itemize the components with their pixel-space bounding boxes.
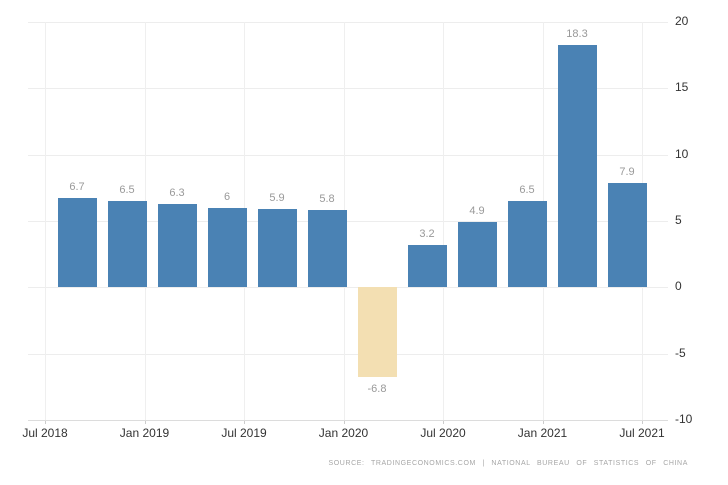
x-axis-label: Jan 2020 <box>318 426 369 440</box>
y-axis-label: 0 <box>675 279 682 294</box>
bar[interactable] <box>107 201 147 288</box>
y-axis-label: -10 <box>675 412 693 426</box>
bar[interactable] <box>457 222 497 288</box>
h-gridline <box>28 22 668 23</box>
h-gridline <box>28 221 668 222</box>
bar[interactable] <box>507 201 547 288</box>
bar-value-label: 4.9 <box>469 205 485 218</box>
bar[interactable] <box>257 209 297 288</box>
bar-value-label: 6.5 <box>119 184 135 197</box>
x-axis-tick <box>45 420 46 424</box>
bar-value-label: 6 <box>223 190 231 203</box>
bar-value-label: 3.2 <box>419 227 435 240</box>
bar-value-label: 6.3 <box>169 186 185 199</box>
y-axis-label: -5 <box>675 345 686 360</box>
bar-value-label: 7.9 <box>619 165 635 178</box>
x-axis-label: Jan 2019 <box>119 426 170 440</box>
x-axis-tick <box>542 420 544 424</box>
source-attribution: SOURCE: TRADINGECONOMICS.COM | NATIONAL … <box>328 460 688 467</box>
bar-value-label: -6.8 <box>367 382 387 395</box>
v-gridline <box>45 22 46 420</box>
bar[interactable] <box>357 287 397 378</box>
x-axis-tick <box>443 420 444 424</box>
x-axis-label: Jan 2021 <box>517 426 568 440</box>
y-axis-label: 15 <box>675 80 689 95</box>
h-gridline <box>28 88 668 90</box>
bar[interactable] <box>557 44 597 288</box>
y-axis-label: 10 <box>675 146 689 161</box>
x-axis-tick <box>144 420 146 424</box>
x-axis-label: Jul 2018 <box>22 426 68 440</box>
bar-value-label: 6.5 <box>519 184 535 197</box>
bar[interactable] <box>57 198 97 288</box>
x-axis-label: Jul 2021 <box>619 426 665 440</box>
bar[interactable] <box>607 182 647 288</box>
bar-value-label: 6.7 <box>69 181 85 194</box>
x-axis-label: Jul 2020 <box>420 426 466 440</box>
x-axis-label: Jul 2019 <box>221 426 267 440</box>
x-axis-tick <box>244 420 245 424</box>
bar[interactable] <box>207 207 247 288</box>
x-axis-tick <box>642 420 643 424</box>
bar[interactable] <box>157 203 197 288</box>
y-axis-label: 5 <box>675 213 682 227</box>
h-gridline <box>28 154 668 156</box>
y-axis-label: 20 <box>675 14 689 28</box>
bar-value-label: 18.3 <box>566 27 588 40</box>
bar[interactable] <box>407 244 447 288</box>
v-gridline <box>443 22 444 420</box>
h-gridline <box>28 353 668 355</box>
x-axis-line <box>28 420 668 421</box>
bar-value-label: 5.9 <box>269 192 285 205</box>
h-gridline <box>28 287 668 289</box>
bar-value-label: 5.8 <box>319 193 335 206</box>
x-axis-tick <box>343 420 345 424</box>
bar[interactable] <box>307 210 347 288</box>
